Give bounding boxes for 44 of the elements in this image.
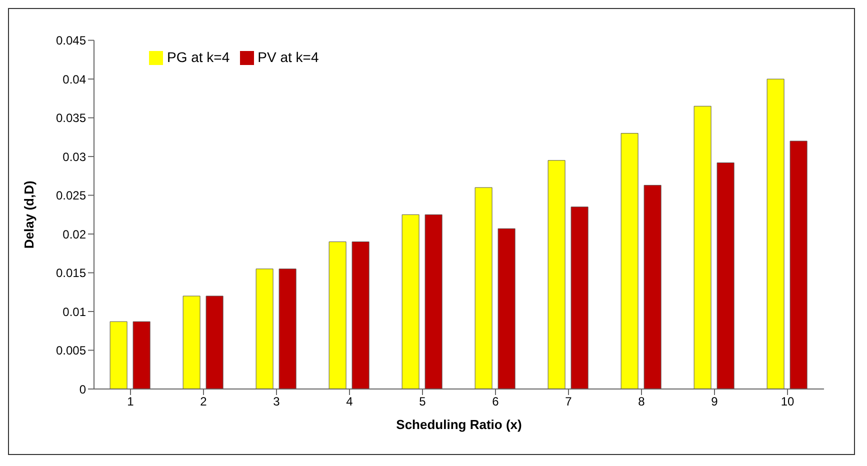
x-tick-label: 3 [273, 394, 280, 409]
bar [570, 206, 588, 389]
x-tick-label: 5 [419, 394, 426, 409]
bar [474, 187, 492, 389]
y-tick-label: 0.045 [56, 34, 86, 48]
legend-label: PV at k=4 [258, 49, 319, 65]
y-tick-label: 0.025 [56, 188, 86, 203]
bar [716, 162, 734, 389]
bar [206, 296, 224, 389]
bar [256, 268, 274, 389]
y-tick-label: 0.02 [62, 227, 86, 242]
bar [620, 133, 638, 389]
bar [402, 214, 420, 389]
bar [352, 242, 370, 389]
x-tick-label: 6 [492, 394, 500, 409]
y-tick-label: 0 [79, 382, 86, 396]
y-tick-label: 0.005 [56, 344, 86, 358]
y-tick-label: 0.03 [62, 150, 86, 164]
bar [548, 160, 566, 389]
bar [498, 228, 516, 389]
bar [694, 106, 712, 389]
x-tick-label: 4 [346, 394, 354, 409]
x-tick-label: 10 [780, 394, 794, 409]
x-tick-label: 7 [565, 394, 572, 409]
x-axis-title: Scheduling Ratio (x) [396, 417, 522, 432]
legend-label: PG at k=4 [167, 49, 230, 65]
y-tick-label: 0.04 [62, 72, 86, 86]
bar [278, 268, 296, 389]
bar [328, 242, 346, 389]
x-tick-label: 2 [200, 394, 208, 409]
y-tick-label: 0.035 [56, 111, 86, 126]
bar [110, 321, 128, 389]
bar [644, 184, 662, 389]
x-tick-label: 1 [127, 394, 134, 409]
y-tick-label: 0.015 [56, 266, 86, 280]
x-tick-label: 9 [711, 394, 718, 409]
bar [182, 296, 200, 389]
bar [766, 78, 784, 389]
bar [424, 214, 442, 389]
x-tick-label: 8 [638, 394, 646, 409]
y-tick-label: 0.01 [62, 304, 86, 319]
bar [790, 140, 808, 389]
y-axis-title: Delay (d,D) [22, 180, 37, 249]
bar [132, 321, 150, 389]
